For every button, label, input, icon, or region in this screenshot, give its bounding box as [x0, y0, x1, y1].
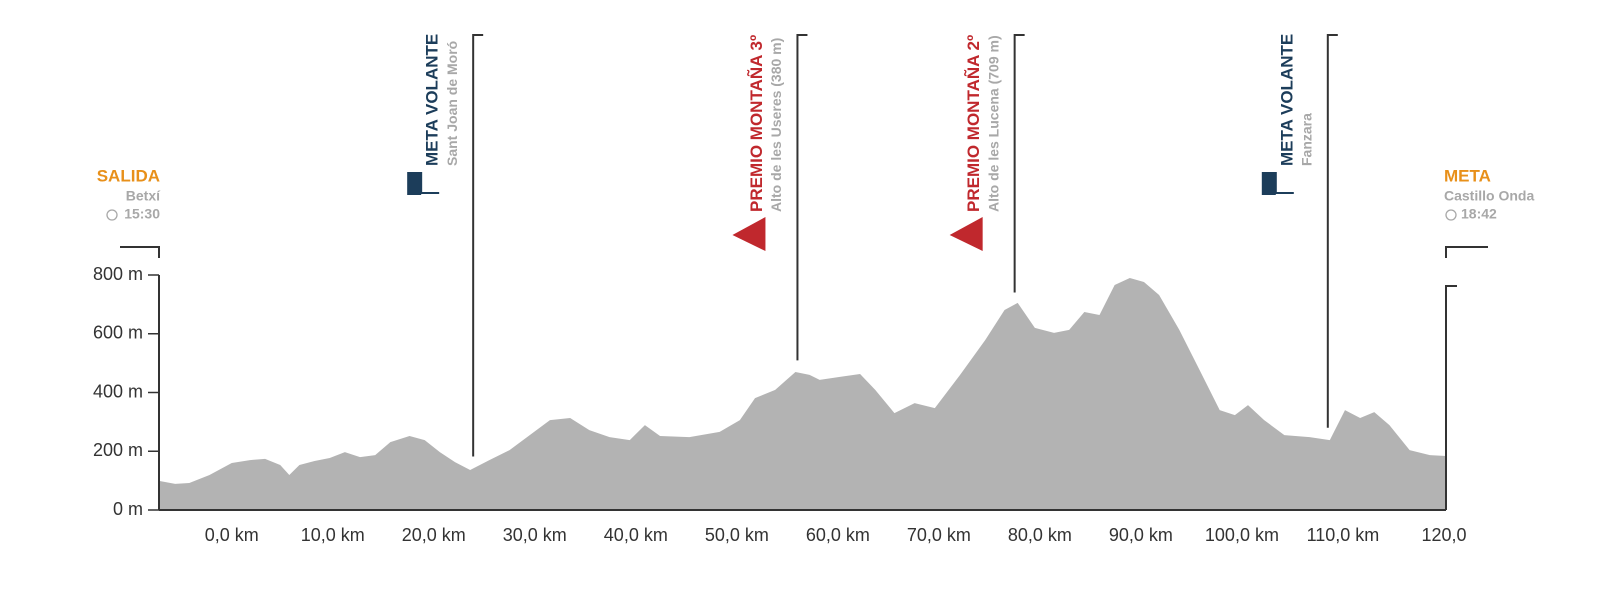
sprint-flag	[407, 172, 422, 195]
x-tick-label: 120,0	[1421, 525, 1466, 545]
finish-time: 18:42	[1461, 206, 1497, 222]
marker-line	[1326, 34, 1338, 428]
finish-place: Castillo Onda	[1444, 188, 1534, 204]
mountain-icon	[732, 217, 766, 251]
y-tick-label: 400 m	[93, 381, 143, 401]
finish-title: META	[1444, 166, 1491, 185]
marker-title: PREMIO MONTAÑA 3º	[746, 35, 766, 212]
marker-label: META VOLANTE Sant Joan de Moró	[423, 34, 460, 166]
start-time: 15:30	[124, 206, 160, 222]
marker-place: Alto de les Lucena (709 m)	[985, 35, 1001, 212]
start-place: Betxí	[126, 188, 161, 204]
clock-icon	[106, 209, 118, 221]
sprint-pole	[1274, 172, 1294, 194]
start-bracket	[120, 246, 160, 510]
x-tick-label: 100,0 km	[1205, 525, 1279, 545]
x-tick-label: 40,0 km	[604, 525, 668, 545]
marker-place: Sant Joan de Moró	[444, 41, 460, 166]
marker-label: META VOLANTE Fanzara	[1277, 34, 1314, 166]
x-tick-label: 110,0 km	[1307, 525, 1380, 545]
y-tick-label: 0 m	[113, 499, 143, 519]
marker-label: PREMIO MONTAÑA 3º Alto de les Useres (380…	[746, 35, 784, 212]
clock-icon	[1445, 209, 1457, 221]
x-tick-label: 10,0 km	[301, 525, 365, 545]
marker-place: Alto de les Useres (380 m)	[768, 38, 784, 212]
finish-bracket	[1445, 246, 1488, 510]
marker-title: PREMIO MONTAÑA 2º	[963, 35, 983, 212]
y-tick-label: 800 m	[93, 264, 143, 284]
mountain-icon	[949, 217, 983, 251]
x-tick-label: 0,0 km	[205, 525, 259, 545]
x-tick-label: 90,0 km	[1109, 525, 1173, 545]
marker-place: Fanzara	[1299, 113, 1315, 166]
elevation-area	[159, 277, 1446, 510]
x-tick-label: 70,0 km	[907, 525, 971, 545]
marker-line	[472, 34, 484, 457]
marker-title: META VOLANTE	[423, 34, 442, 166]
x-tick-label: 20,0 km	[402, 525, 466, 545]
start-title: SALIDA	[97, 166, 160, 185]
marker-line	[1013, 34, 1025, 293]
sprint-flag	[1261, 172, 1276, 195]
x-tick-label: 50,0 km	[705, 525, 769, 545]
x-tick-label: 60,0 km	[806, 525, 870, 545]
marker-title: META VOLANTE	[1277, 34, 1296, 166]
marker-line	[796, 34, 808, 361]
marker-label: PREMIO MONTAÑA 2º Alto de les Lucena (709…	[963, 35, 1001, 212]
y-tick-label: 200 m	[93, 440, 143, 460]
x-tick-label: 30,0 km	[503, 525, 567, 545]
sprint-pole	[420, 172, 440, 194]
x-tick-label: 80,0 km	[1008, 525, 1072, 545]
y-tick-label: 600 m	[93, 323, 143, 343]
